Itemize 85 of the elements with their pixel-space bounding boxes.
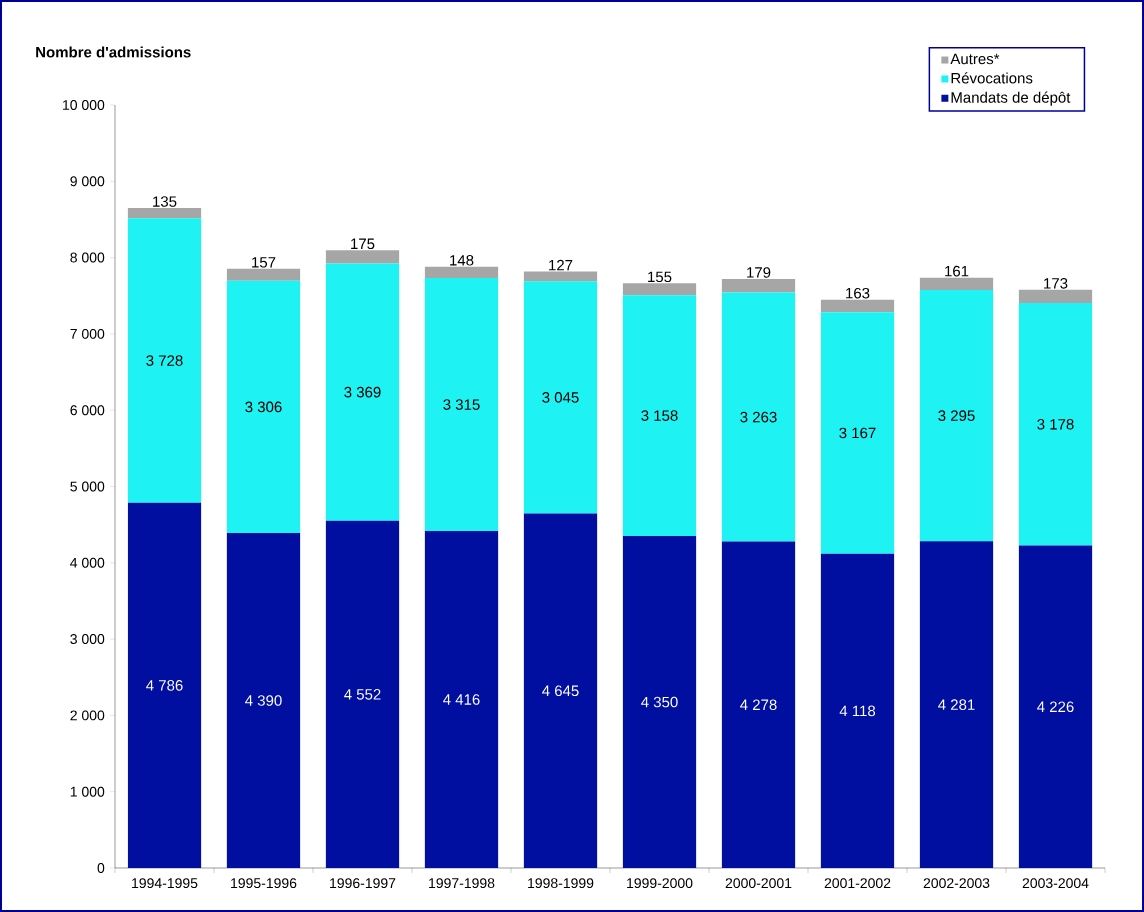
bar — [622, 283, 697, 296]
y-axis-title: Nombre d'admissions — [36, 46, 191, 58]
bar — [424, 278, 499, 532]
data-label: 173 — [1044, 278, 1068, 289]
bar — [226, 280, 301, 534]
bar — [721, 541, 796, 868]
x-tick-label: 2002-2003 — [923, 878, 990, 889]
data-label: 4 416 — [443, 694, 480, 705]
y-tick-label: 10 000 — [63, 100, 105, 110]
x-tick-label: 1996-1997 — [330, 878, 396, 889]
x-tick-label: 1998-1999 — [528, 878, 594, 889]
data-label: 175 — [351, 238, 375, 250]
y-tick-label: 8 000 — [70, 252, 105, 263]
data-label: 127 — [549, 259, 573, 271]
bar — [127, 218, 202, 503]
legend-label: Mandats de dépôt — [951, 91, 1071, 106]
y-tick-label: 5 000 — [70, 481, 105, 492]
bar — [523, 281, 598, 514]
bar — [820, 312, 895, 554]
data-label: 3 045 — [542, 392, 579, 403]
data-label: 135 — [153, 196, 177, 207]
x-tick-label: 2000-2001 — [725, 878, 792, 889]
y-tick-label: 7 000 — [70, 328, 105, 339]
data-label: 4 281 — [938, 699, 975, 710]
bar — [919, 289, 994, 542]
data-label: 3 728 — [146, 355, 183, 366]
x-tick-label: 1997-1998 — [429, 878, 495, 889]
bar — [127, 502, 202, 868]
data-label: 3 295 — [938, 410, 975, 421]
data-label: 4 645 — [542, 685, 579, 697]
y-tick-label: 0 — [97, 863, 105, 873]
bar — [919, 277, 994, 290]
data-label: 161 — [945, 265, 969, 277]
data-label: 4 226 — [1037, 701, 1074, 713]
bar — [820, 299, 895, 313]
bar — [523, 513, 598, 868]
bar — [226, 533, 301, 868]
data-label: 4 390 — [245, 695, 282, 706]
data-label: 4 552 — [344, 689, 381, 700]
data-label: 3 263 — [740, 411, 777, 423]
data-label: 3 306 — [245, 401, 282, 413]
data-label: 3 315 — [443, 399, 480, 410]
x-tick-label: 1999-2000 — [627, 878, 693, 889]
bar — [1018, 545, 1093, 868]
bar — [523, 271, 598, 282]
data-label: 3 178 — [1037, 418, 1074, 430]
bar — [325, 250, 400, 264]
bar — [820, 553, 895, 868]
bar — [325, 263, 400, 521]
data-label: 3 158 — [641, 410, 678, 421]
data-label: 157 — [252, 257, 276, 268]
y-tick-label: 2 000 — [70, 710, 105, 721]
data-label: 4 118 — [839, 705, 876, 717]
data-label: 148 — [450, 255, 474, 266]
bar — [424, 531, 499, 868]
bar — [226, 268, 301, 281]
bar — [1018, 303, 1093, 546]
data-label: 3 369 — [344, 386, 381, 398]
data-label: 4 786 — [146, 680, 183, 691]
legend-label: Révocations — [951, 72, 1033, 84]
bar — [1018, 289, 1093, 304]
x-tick-label: 2001-2002 — [824, 878, 891, 889]
bar — [721, 292, 796, 542]
bar — [622, 536, 697, 868]
x-tick-label: 1994-1995 — [132, 878, 198, 889]
y-tick-label: 6 000 — [70, 405, 105, 416]
x-tick-label: 1995-1996 — [231, 878, 297, 889]
bar — [424, 266, 499, 279]
data-label: 155 — [648, 271, 672, 283]
data-label: 4 350 — [641, 696, 678, 708]
data-label: 163 — [846, 287, 870, 299]
bar — [919, 541, 994, 868]
y-tick-label: 4 000 — [70, 557, 105, 568]
data-label: 3 167 — [839, 427, 876, 439]
bar — [127, 208, 202, 219]
bar — [721, 278, 796, 293]
y-tick-label: 1 000 — [70, 786, 105, 797]
y-tick-label: 9 000 — [70, 176, 105, 187]
data-label: 4 278 — [740, 699, 777, 711]
data-label: 179 — [747, 267, 771, 278]
y-tick-label: 3 000 — [70, 634, 105, 645]
bar — [325, 520, 400, 868]
x-tick-label: 2003-2004 — [1022, 878, 1089, 889]
legend-label: Autres* — [950, 53, 1000, 65]
bar — [622, 295, 697, 537]
